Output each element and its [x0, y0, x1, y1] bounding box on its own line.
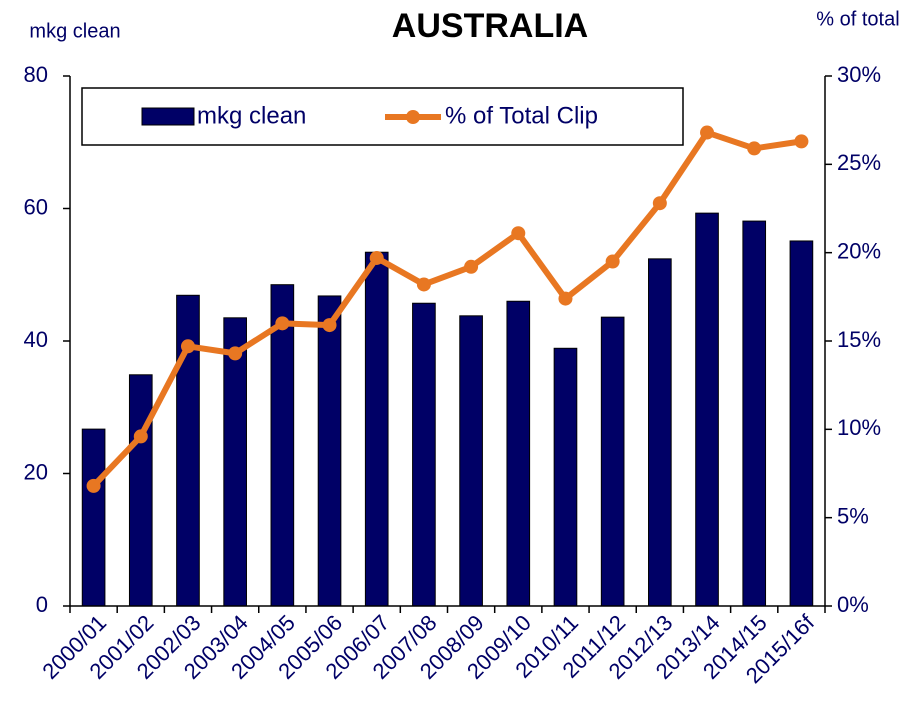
- line-marker: [133, 429, 148, 444]
- line-marker: [700, 125, 715, 140]
- y2-tick-label: 0%: [837, 592, 869, 617]
- bar: [742, 220, 767, 607]
- line: [91, 129, 802, 488]
- bar: [789, 240, 814, 607]
- bar: [128, 374, 153, 607]
- y-tick-label: 20: [24, 459, 48, 484]
- line-marker: [464, 259, 479, 274]
- bar: [317, 295, 342, 607]
- line-marker: [86, 478, 101, 493]
- line-marker: [180, 339, 195, 354]
- bar: [81, 428, 106, 607]
- line-marker: [511, 226, 526, 241]
- y-tick-label: 0: [36, 592, 48, 617]
- line-marker: [369, 250, 384, 265]
- legend-label: mkg clean: [197, 102, 306, 129]
- line-marker: [275, 316, 290, 331]
- y-tick-label: 40: [24, 327, 48, 352]
- legend-swatch: [141, 107, 195, 126]
- bar: [600, 316, 625, 607]
- bar: [695, 212, 719, 607]
- y2-tick-label: 25%: [837, 150, 881, 175]
- legend-swatch-marker: [406, 110, 420, 124]
- line-marker: [652, 196, 667, 211]
- line-marker: [228, 346, 243, 361]
- bar: [412, 302, 436, 607]
- y2-tick-label: 30%: [837, 62, 881, 87]
- y2-tick-label: 10%: [837, 415, 881, 440]
- bar: [506, 300, 531, 607]
- y-tick-label: 80: [24, 62, 48, 87]
- line-marker: [322, 318, 337, 333]
- y2-tick-label: 20%: [837, 238, 881, 263]
- bar: [270, 284, 295, 607]
- y2-tick-label: 5%: [837, 503, 869, 528]
- bar: [553, 347, 578, 607]
- line-marker: [605, 254, 620, 269]
- y-tick-label: 60: [24, 194, 48, 219]
- bar: [364, 251, 389, 607]
- line-marker: [558, 291, 573, 306]
- y2-axis-label: % of total: [816, 8, 899, 30]
- line-marker: [794, 134, 809, 149]
- legend-label: % of Total Clip: [445, 102, 598, 129]
- y-axis-label: mkg clean: [29, 20, 120, 42]
- y2-tick-label: 15%: [837, 327, 881, 352]
- bar: [223, 317, 247, 607]
- line-marker: [416, 277, 431, 292]
- bar: [459, 315, 483, 607]
- chart-title: AUSTRALIA: [392, 7, 588, 45]
- bar: [648, 258, 672, 607]
- line-marker: [747, 141, 762, 156]
